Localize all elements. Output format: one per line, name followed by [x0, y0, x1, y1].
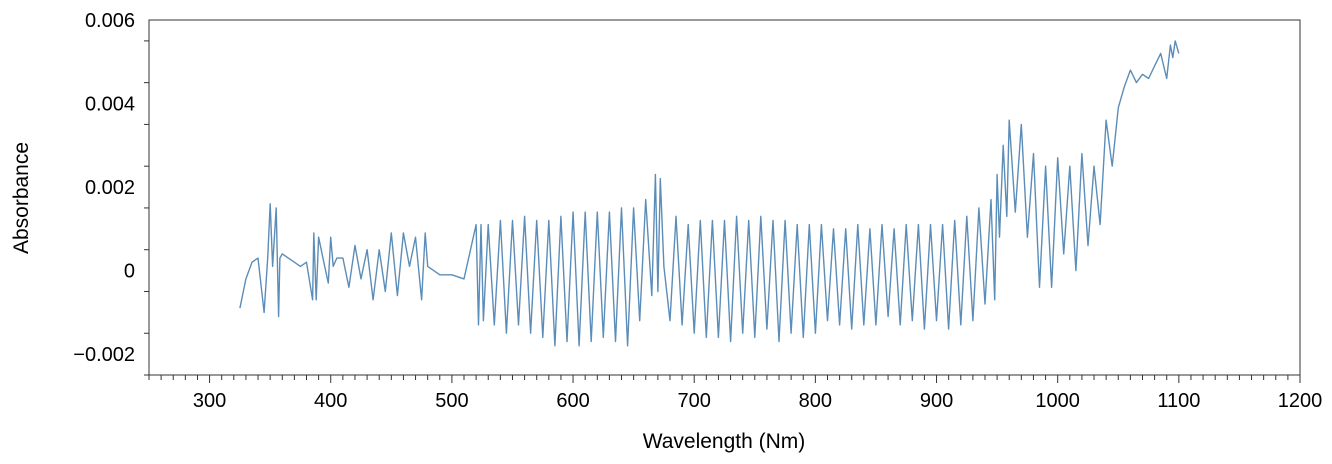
y-axis: −0.002 0 0.002 0.004 0.006 [73, 10, 149, 376]
x-tick-label: 800 [799, 390, 832, 412]
x-tick-label: 500 [435, 390, 468, 412]
y-tick-label: −0.002 [73, 344, 135, 366]
x-tick-label: 1200 [1278, 390, 1323, 412]
series-layer [239, 40, 1180, 347]
absorbance-series-line [239, 40, 1180, 347]
x-tick-label: 1000 [1035, 390, 1080, 412]
y-tick-label: 0.004 [85, 94, 135, 116]
y-tick-label: 0.002 [85, 177, 135, 199]
x-tick-label: 600 [556, 390, 589, 412]
x-tick-label: 700 [678, 390, 711, 412]
y-axis-title: Absorbance [10, 142, 33, 254]
y-tick-label: 0.006 [85, 10, 135, 32]
y-tick-label: 0 [124, 261, 135, 283]
x-tick-label: 400 [314, 390, 347, 412]
x-tick-label: 300 [193, 390, 226, 412]
x-tick-label: 1100 [1157, 390, 1200, 412]
x-axis-title: Wavelength (Nm) [643, 430, 806, 453]
plot-frame [148, 19, 1301, 376]
x-axis: 300 400 500 600 700 800 900 1000 1100 1200 [148, 375, 1323, 412]
x-tick-label: 900 [920, 390, 953, 412]
